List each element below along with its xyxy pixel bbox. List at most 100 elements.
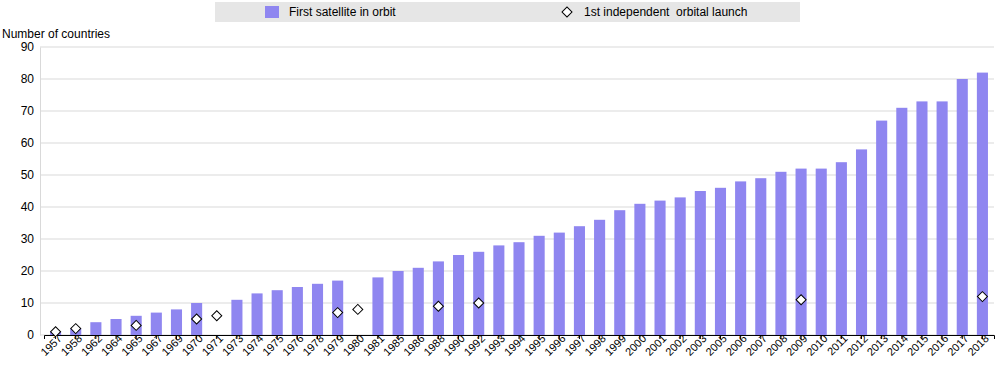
marker bbox=[71, 324, 81, 334]
x-tick: 2013 bbox=[864, 332, 890, 358]
x-tick: 1994 bbox=[502, 332, 528, 358]
x-tick-label: 1988 bbox=[421, 332, 447, 358]
y-tick: 80 bbox=[21, 72, 40, 86]
bar bbox=[816, 169, 827, 335]
bar bbox=[191, 303, 202, 335]
x-tick-label: 1997 bbox=[562, 332, 588, 358]
marker bbox=[51, 327, 61, 336]
x-tick-label: 1980 bbox=[340, 332, 366, 358]
bar bbox=[231, 300, 242, 335]
x-tick: 1967 bbox=[139, 332, 165, 358]
marker bbox=[433, 301, 443, 311]
y-tick-label: 0 bbox=[27, 328, 34, 342]
x-tick-label: 2001 bbox=[643, 332, 669, 358]
x-tick: 1985 bbox=[381, 332, 407, 358]
bar bbox=[473, 252, 484, 335]
x-tick: 1998 bbox=[582, 332, 608, 358]
x-tick: 1965 bbox=[119, 332, 145, 358]
x-tick: 1980 bbox=[340, 332, 366, 358]
x-tick: 1992 bbox=[461, 332, 487, 358]
x-tick-label: 1974 bbox=[240, 332, 266, 358]
x-tick-label: 1970 bbox=[179, 332, 205, 358]
bar bbox=[131, 316, 142, 335]
x-tick: 2016 bbox=[925, 332, 951, 358]
x-tick: 2010 bbox=[804, 332, 830, 358]
x-tick-label: 2003 bbox=[683, 332, 709, 358]
bar bbox=[554, 233, 565, 335]
bar bbox=[876, 121, 887, 335]
bar bbox=[957, 79, 968, 335]
x-tick: 2012 bbox=[844, 332, 870, 358]
x-tick-label: 2002 bbox=[663, 332, 689, 358]
bar bbox=[594, 220, 605, 335]
legend-background bbox=[215, 2, 800, 22]
legend-label: 1st independent orbital launch bbox=[584, 5, 747, 19]
x-tick-label: 1993 bbox=[482, 332, 508, 358]
grid bbox=[40, 47, 994, 335]
x-tick-label: 1978 bbox=[300, 332, 326, 358]
x-tick-label: 2000 bbox=[623, 332, 649, 358]
x-tick: 1970 bbox=[179, 332, 205, 358]
x-tick-label: 1986 bbox=[401, 332, 427, 358]
bar bbox=[433, 261, 444, 335]
bar bbox=[735, 181, 746, 335]
bar bbox=[715, 188, 726, 335]
x-tick: 1962 bbox=[79, 332, 105, 358]
x-tick-label: 2007 bbox=[743, 332, 769, 358]
bar bbox=[574, 226, 585, 335]
bar bbox=[796, 169, 807, 335]
x-tick: 2005 bbox=[703, 332, 729, 358]
x-tick-label: 1975 bbox=[260, 332, 286, 358]
bar bbox=[775, 172, 786, 335]
bar bbox=[372, 277, 383, 335]
bar bbox=[896, 108, 907, 335]
x-tick-label: 1981 bbox=[361, 332, 387, 358]
x-tick-label: 2013 bbox=[864, 332, 890, 358]
marker bbox=[474, 298, 484, 308]
x-axis: 1957195819621964196519671969197019711973… bbox=[38, 332, 994, 358]
legend-item: First satellite in orbit bbox=[265, 5, 396, 19]
marker bbox=[977, 292, 987, 302]
marker bbox=[192, 314, 202, 324]
x-tick: 1976 bbox=[280, 332, 306, 358]
bar bbox=[755, 178, 766, 335]
x-tick: 1988 bbox=[421, 332, 447, 358]
x-tick-label: 2016 bbox=[925, 332, 951, 358]
bar bbox=[151, 313, 162, 335]
marker bbox=[353, 304, 363, 314]
x-tick-label: 2009 bbox=[784, 332, 810, 358]
grid-line bbox=[40, 207, 994, 208]
x-tick-label: 1971 bbox=[199, 332, 225, 358]
bar bbox=[393, 271, 404, 335]
y-tick-label: 30 bbox=[21, 232, 35, 246]
legend: First satellite in orbit 1st independent … bbox=[215, 2, 800, 22]
y-axis-line bbox=[40, 48, 41, 336]
x-tick: 1990 bbox=[441, 332, 467, 358]
y-tick-label: 90 bbox=[21, 40, 35, 54]
y-tick: 60 bbox=[21, 136, 40, 150]
x-tick-label: 2015 bbox=[905, 332, 931, 358]
x-tick-label: 1999 bbox=[602, 332, 628, 358]
x-tick-label: 1965 bbox=[119, 332, 145, 358]
x-tick: 1993 bbox=[482, 332, 508, 358]
bar bbox=[272, 290, 283, 335]
marker bbox=[796, 295, 806, 305]
x-tick-label: 2017 bbox=[945, 332, 971, 358]
x-tick: 2009 bbox=[784, 332, 810, 358]
bar bbox=[937, 101, 948, 335]
bar bbox=[675, 197, 686, 335]
x-tick-label: 1969 bbox=[159, 332, 185, 358]
marker bbox=[131, 320, 141, 330]
x-tick-label: 1964 bbox=[99, 332, 125, 358]
x-tick: 1969 bbox=[159, 332, 185, 358]
x-tick-label: 1967 bbox=[139, 332, 165, 358]
bar bbox=[836, 162, 847, 335]
series-1 bbox=[51, 292, 988, 336]
series-0 bbox=[50, 73, 988, 335]
x-tick-label: 2011 bbox=[825, 332, 850, 357]
bar bbox=[292, 287, 303, 335]
x-tick-label: 1962 bbox=[79, 332, 105, 358]
grid-line bbox=[40, 111, 994, 112]
x-tick: 2007 bbox=[743, 332, 769, 358]
bar bbox=[90, 322, 101, 335]
